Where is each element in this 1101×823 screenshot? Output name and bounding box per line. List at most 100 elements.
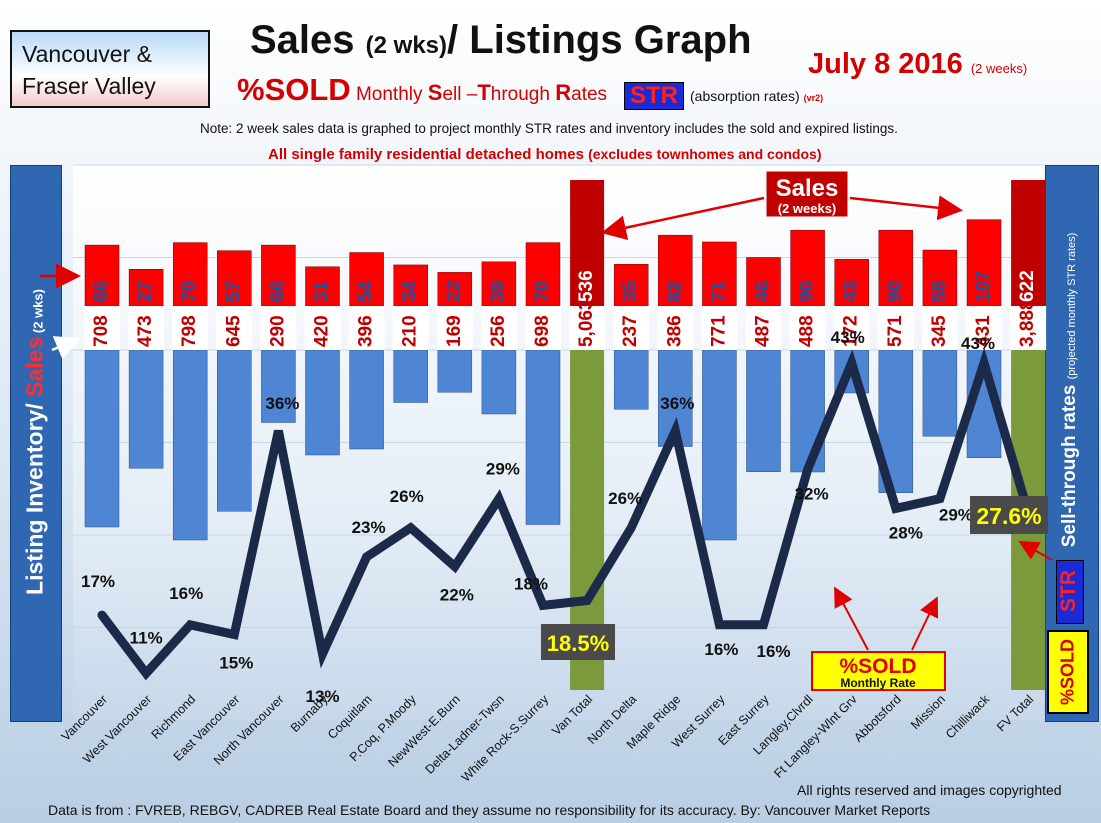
sales-bar (217, 250, 252, 307)
inventory-value-label: 345 (929, 315, 950, 347)
inventory-bar (702, 349, 737, 541)
inventory-bar (261, 349, 296, 423)
sold-line (97, 347, 1033, 681)
str-pointer-arrow (1018, 541, 1053, 561)
sales-bar (437, 272, 473, 307)
title-small: (2 wks) (365, 32, 448, 59)
sold-value-label: 22% (440, 586, 474, 605)
inventory-value-label: 698 (532, 315, 553, 347)
inventory-label-box (1010, 306, 1047, 350)
inventory-value-label: 5,063 (576, 299, 597, 347)
inventory-label-box (657, 306, 694, 350)
inventory-value-label: 237 (620, 315, 641, 347)
left-axis-panel (10, 165, 62, 722)
sold-value-label: 18% (514, 574, 548, 593)
total-sales-bar (570, 180, 605, 306)
note2-small: (excludes townhomes and condos) (588, 146, 822, 162)
sales-labels: 66 27 70 57 66 31 54 34 22 39 70 536 35 82 71 46 90 43 90 5… (91, 270, 1038, 302)
sales-bar (790, 229, 825, 307)
sales-bar (349, 252, 384, 307)
note-text: Note: 2 week sales data is graphed to pr… (200, 121, 898, 136)
sales-value-label: 622 (1017, 270, 1038, 302)
subtitle-ell: ell – (442, 84, 478, 105)
inventory-bar (305, 349, 340, 456)
van-total-str-box (541, 624, 615, 660)
sales-bar (393, 264, 428, 307)
inventory-label-box (436, 306, 473, 350)
inventory-bar (217, 349, 252, 512)
sales-bar (878, 229, 914, 307)
sold-callout-sub: Monthly Rate (840, 676, 916, 690)
subtitle-ates: ates (571, 84, 608, 105)
sales-value-label: 66 (91, 281, 112, 302)
inventory-value-label: 473 (135, 315, 156, 347)
region-line-2: Fraser Valley (22, 73, 156, 99)
sales-bar (84, 244, 120, 307)
inventory-bar (393, 349, 428, 403)
sales-value-label: 90 (797, 281, 818, 302)
sold-rate-line (97, 347, 1033, 681)
source-text: Data is from : FVREB, REBGV, CADREB Real… (48, 802, 931, 818)
inventory-pointer-arrow (51, 336, 81, 360)
sales-bar (481, 261, 517, 307)
sales-value-label: 57 (223, 281, 244, 302)
inventory-bar (790, 349, 825, 473)
inventory-value-label: 771 (708, 315, 729, 347)
inventory-label-box (789, 306, 826, 350)
sold-value-label: 32% (795, 485, 829, 504)
sales-value-label: 46 (753, 281, 774, 302)
inventory-bars (84, 349, 1002, 541)
copyright-text: All rights reserved and images copyright… (797, 782, 1062, 798)
inventory-value-label: 571 (885, 315, 906, 347)
sales-bar (613, 264, 649, 307)
inventory-label-box (348, 306, 385, 350)
fv-total-str: 27.6% (976, 503, 1041, 529)
sold-value-label: 15% (219, 654, 253, 673)
sales-value-label: 54 (356, 280, 377, 302)
inventory-value-label: 210 (400, 315, 421, 347)
note-detached: All single family residential detached h… (268, 146, 821, 163)
inventory-label-box (877, 306, 914, 350)
inventory-value-label: 708 (91, 315, 112, 347)
subtitle-sold: %SOLD (237, 72, 351, 107)
inventory-bar (525, 349, 561, 525)
sales-value-label: 43 (841, 281, 862, 302)
sales-callout-title: Sales (776, 175, 839, 202)
subtitle-monthly: Monthly (350, 84, 428, 105)
inventory-bar (128, 349, 164, 469)
inventory-value-label: 487 (753, 315, 774, 347)
fv-total-str-box (970, 496, 1048, 534)
sales-callout-arrow-right (849, 195, 963, 221)
inventory-label-box (613, 306, 650, 350)
sales-value-label: 58 (929, 281, 950, 302)
sales-value-label: 70 (179, 281, 200, 302)
inventory-label-box (304, 306, 341, 350)
sold-value-label: 17% (81, 572, 115, 591)
inventory-bar (481, 349, 517, 415)
sales-value-label: 90 (885, 281, 906, 302)
sales-bar (305, 266, 340, 307)
sales-callout-box (765, 170, 849, 218)
sold-callout-box (811, 651, 946, 691)
date-main: July 8 2016 (808, 48, 971, 80)
note2-main: All single family residential detached h… (268, 146, 589, 163)
sales-value-label: 107 (973, 270, 994, 302)
sales-value-label: 39 (488, 281, 509, 302)
sold-value-label: 43% (831, 328, 865, 347)
inventory-value-label: 431 (973, 315, 994, 347)
sales-bar (922, 249, 958, 307)
inventory-label-box (701, 306, 738, 350)
inventory-label-box (216, 306, 253, 350)
sales-value-label: 34 (400, 280, 421, 302)
inventory-value-label: 172 (841, 315, 862, 347)
sales-value-label: 35 (620, 280, 641, 302)
inventory-label-box (833, 306, 870, 350)
absorption-version: (vr2) (803, 93, 824, 103)
sales-value-label: 70 (532, 281, 553, 302)
van-total-str: 18.5% (547, 631, 609, 656)
sales-bars (84, 180, 1046, 307)
sales-bar (834, 259, 869, 307)
sales-value-label: 71 (708, 280, 729, 302)
inventory-label-box (966, 306, 1002, 350)
